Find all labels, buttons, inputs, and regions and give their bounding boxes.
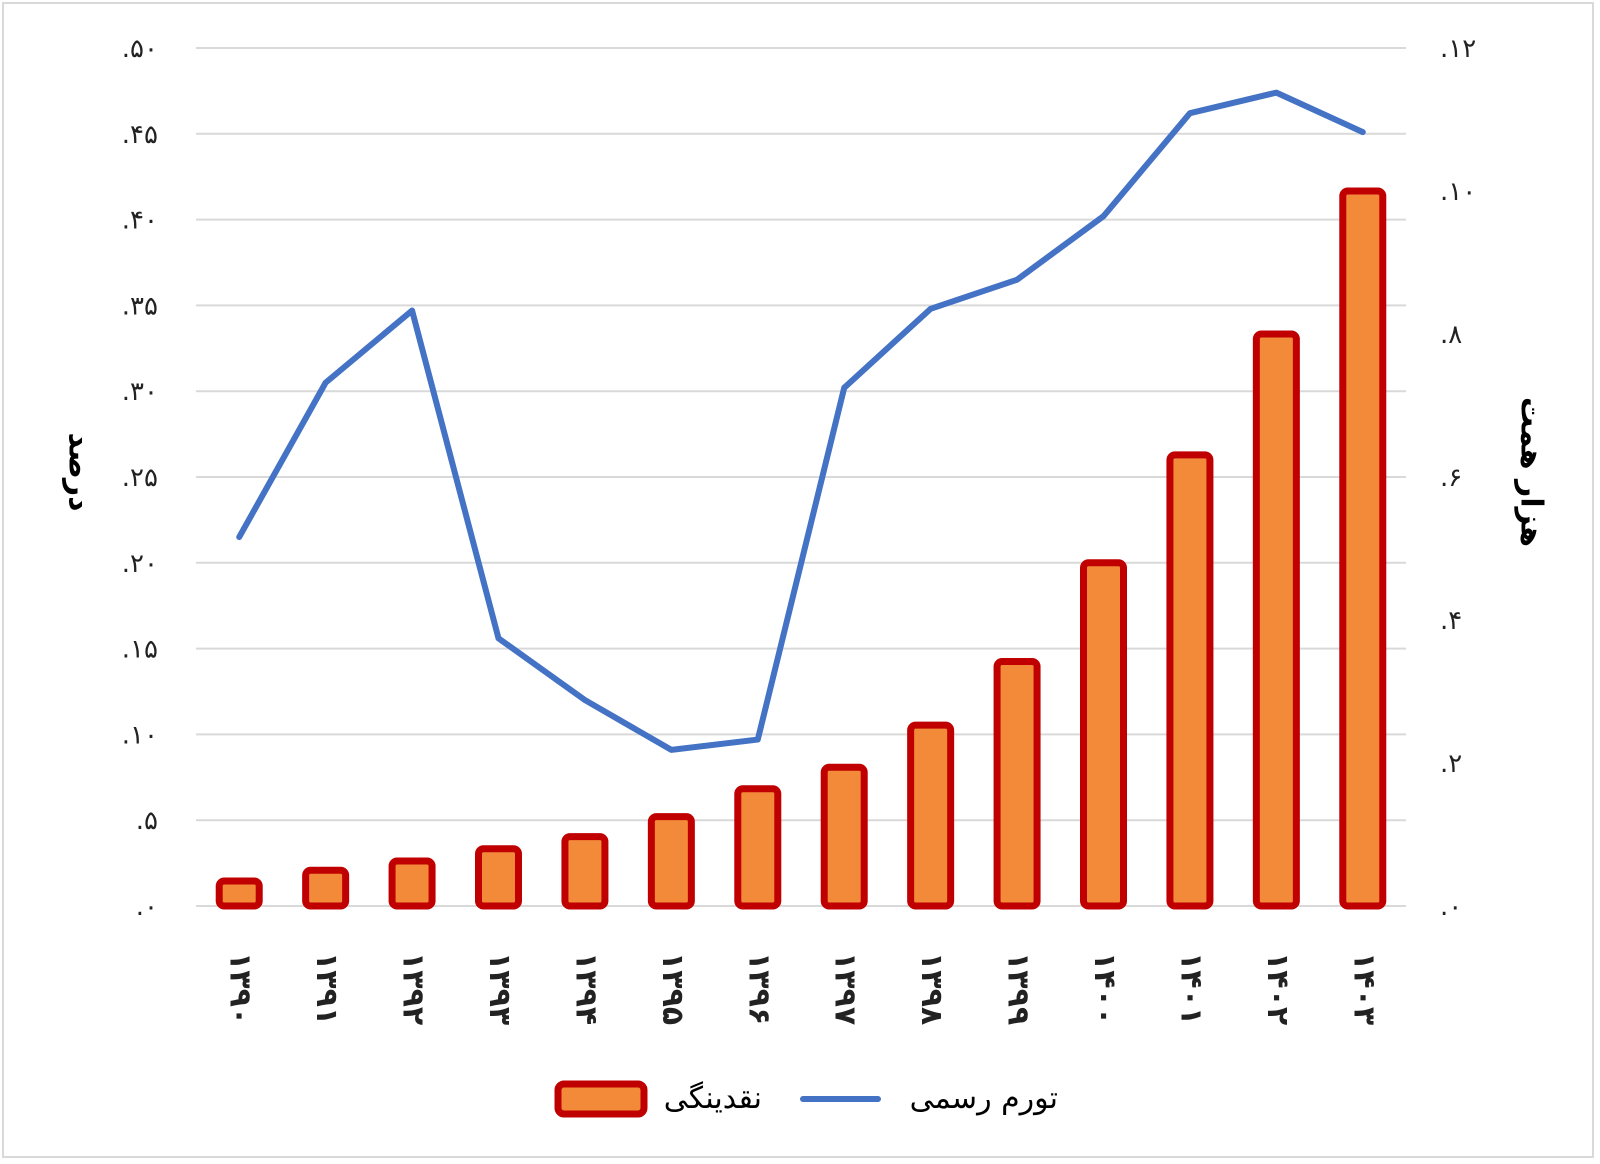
bar <box>1252 330 1300 910</box>
x-tick-label: ۱۴۰۲ <box>1260 952 1295 1025</box>
x-tick-label: ۱۴۰۰ <box>1087 952 1122 1025</box>
x-tick-label: ۱۴۰۱ <box>1173 952 1208 1025</box>
left-axis-title: درصد <box>62 433 97 512</box>
x-axis-ticks: ۱۳۹۰ ۱۳۹۱ ۱۳۹۲ ۱۳۹۳ ۱۳۹۴ ۱۳۹۵ ۱۳۹۶ ۱۳۹۷ ۱۳۹۸ ۱۳۹۹… <box>223 952 1382 1025</box>
legend-label-inflation: تورم رسمی <box>910 1081 1058 1116</box>
right-tick-label: .۲ <box>1440 749 1462 779</box>
x-tick-label: ۱۳۹۴ <box>568 952 603 1025</box>
x-tick-label: ۱۳۹۸ <box>914 952 949 1025</box>
x-tick-label: ۱۳۹۷ <box>828 952 863 1025</box>
right-tick-label: .۴ <box>1440 606 1462 636</box>
bar <box>475 845 522 910</box>
x-tick-label: ۱۳۹۵ <box>655 952 690 1025</box>
right-tick-label: .۶ <box>1440 463 1462 493</box>
left-tick-label: .۲۰ <box>122 549 158 579</box>
bar <box>1080 559 1127 910</box>
left-tick-label: .۱۵ <box>122 635 158 665</box>
inflation-line <box>236 89 1366 753</box>
right-axis-title: هزار همت <box>1514 397 1549 547</box>
right-tick-label: .۱۲ <box>1440 34 1476 64</box>
right-tick-label: .۰ <box>1440 892 1462 922</box>
left-tick-label: .۴۵ <box>122 120 158 150</box>
right-axis-ticks: .۰ .۲ .۴ .۶ .۸ .۱۰ .۱۲ <box>1440 34 1476 922</box>
bar <box>907 721 955 910</box>
left-tick-label: .۵ <box>136 806 158 836</box>
gridlines <box>196 47 1406 907</box>
bar <box>820 763 868 910</box>
bar <box>561 833 609 910</box>
left-tick-label: .۲۵ <box>122 463 158 493</box>
right-tick-label: .۸ <box>1440 320 1462 350</box>
bar <box>734 785 782 910</box>
bar <box>215 877 263 910</box>
x-tick-label: ۱۳۹۶ <box>741 952 776 1025</box>
left-tick-label: .۰ <box>136 892 158 922</box>
x-tick-label: ۱۳۹۰ <box>223 952 258 1025</box>
bar <box>1339 187 1387 910</box>
legend-swatch-liquidity <box>554 1080 648 1118</box>
line-series <box>236 89 1366 753</box>
left-tick-label: .۵۰ <box>122 34 158 64</box>
left-tick-label: .۳۵ <box>122 291 158 321</box>
left-tick-label: .۱۰ <box>122 720 158 750</box>
bar <box>1166 451 1214 910</box>
x-tick-label: ۱۳۹۲ <box>396 952 431 1025</box>
legend-label-liquidity: نقدینگی <box>664 1081 762 1116</box>
left-tick-label: .۳۰ <box>122 377 158 407</box>
x-tick-label: ۱۳۹۱ <box>309 952 344 1025</box>
left-axis-ticks: .۰ .۵ .۱۰ .۱۵ .۲۰ .۲۵ .۳۰ .۳۵ .۴۰ .۴۵ .۵۰ <box>122 34 158 922</box>
x-tick-label: ۱۳۹۳ <box>482 952 517 1025</box>
bar <box>647 813 695 910</box>
left-tick-label: .۴۰ <box>122 206 158 236</box>
bar <box>388 857 436 910</box>
bar <box>993 657 1041 910</box>
bar-series <box>215 187 1387 910</box>
legend: نقدینگی تورم رسمی <box>554 1080 1058 1118</box>
bar <box>302 866 350 910</box>
right-tick-label: .۱۰ <box>1440 177 1476 207</box>
x-tick-label: ۱۳۹۹ <box>1001 952 1036 1025</box>
x-tick-label: ۱۴۰۳ <box>1346 952 1381 1025</box>
